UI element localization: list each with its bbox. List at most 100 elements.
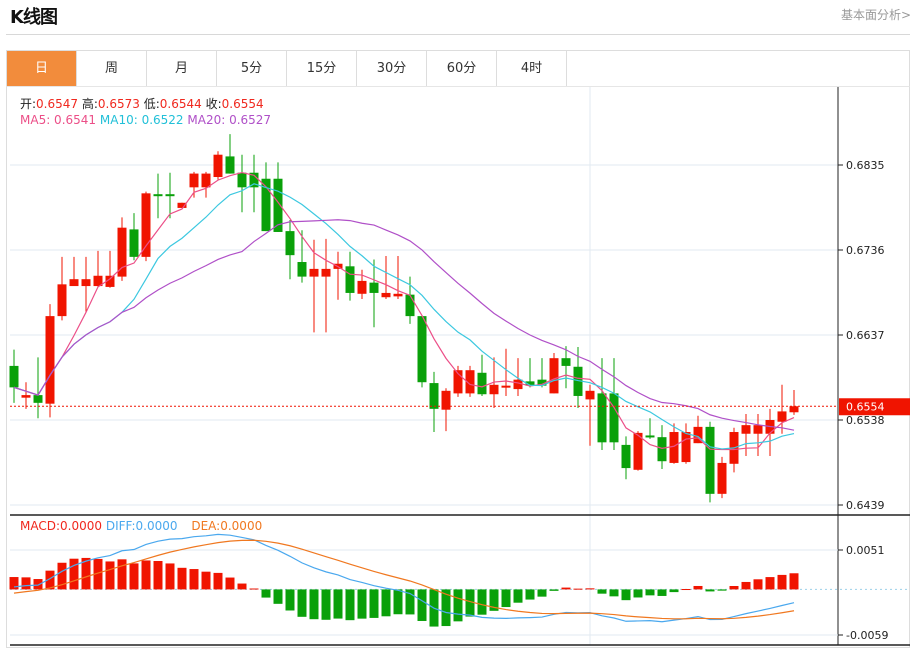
macd-bar xyxy=(501,589,511,608)
page-title: K线图 xyxy=(10,7,58,28)
tab-15min[interactable]: 15分 xyxy=(287,51,357,87)
macd-legend: MACD:0.0000 DIFF:0.0000 DEA:0.0000 xyxy=(20,519,262,533)
macd-bar xyxy=(261,589,271,598)
candle-up xyxy=(777,411,787,422)
macd-bar xyxy=(309,589,319,620)
macd-bar xyxy=(225,577,235,590)
macd-bar xyxy=(477,589,487,615)
macd-bar xyxy=(741,581,751,590)
macd-bar xyxy=(381,589,391,617)
macd-bar xyxy=(657,589,667,596)
macd-bar xyxy=(9,577,19,590)
candle-up xyxy=(381,292,391,298)
candle-up xyxy=(693,426,703,444)
macd-bar xyxy=(405,589,415,615)
macd-bar xyxy=(705,589,715,592)
candle-down xyxy=(597,393,607,443)
macd-bar xyxy=(729,585,739,590)
candle-down xyxy=(609,393,619,443)
macd-bar xyxy=(393,589,403,615)
candle-down xyxy=(369,282,379,293)
diff-value: DIFF:0.0000 xyxy=(105,519,178,533)
macd-bar xyxy=(561,587,571,590)
macd-bar xyxy=(453,589,463,622)
macd-bar xyxy=(369,589,379,618)
low-value: 0.6544 xyxy=(159,97,202,111)
candle-up xyxy=(105,275,115,287)
macd-bar xyxy=(345,589,355,621)
close-label: 收: xyxy=(205,97,222,111)
candle-up xyxy=(741,425,751,434)
candle-down xyxy=(165,194,175,197)
macd-bar xyxy=(237,583,247,590)
ma5-value: MA5: 0.6541 xyxy=(20,113,97,127)
candle-up xyxy=(93,275,103,287)
macd-bar xyxy=(669,589,679,593)
candle-down xyxy=(405,294,415,317)
candle-down xyxy=(573,366,583,396)
candle-down xyxy=(153,194,163,197)
y-tick-label: 0.6439 xyxy=(846,499,885,512)
open-label: 开: xyxy=(20,97,37,111)
macd-bar xyxy=(81,557,91,590)
candle-up xyxy=(21,395,31,398)
tab-4hour[interactable]: 4时 xyxy=(497,51,567,87)
tab-5min[interactable]: 5分 xyxy=(217,51,287,87)
macd-y-tick-label: 0.0051 xyxy=(846,544,885,557)
macd-bar xyxy=(513,589,523,603)
candle-up xyxy=(309,268,319,277)
tab-60min[interactable]: 60分 xyxy=(427,51,497,87)
open-value: 0.6547 xyxy=(36,97,79,111)
candle-up xyxy=(585,390,595,400)
candle-up xyxy=(321,268,331,277)
candle-up xyxy=(69,279,79,287)
candle-up xyxy=(441,390,451,410)
high-value: 0.6573 xyxy=(97,97,140,111)
macd-bar xyxy=(177,567,187,590)
macd-bar xyxy=(789,573,799,590)
candle-up xyxy=(177,202,187,208)
macd-bar xyxy=(105,561,115,590)
current-price-label: 0.6554 xyxy=(846,400,885,413)
candle-down xyxy=(477,372,487,395)
candle-up xyxy=(513,379,523,390)
tab-week[interactable]: 周 xyxy=(77,51,147,87)
dea-line xyxy=(13,539,795,620)
tab-30min[interactable]: 30分 xyxy=(357,51,427,87)
y-tick-label: 0.6637 xyxy=(846,329,885,342)
candle-down xyxy=(417,316,427,383)
candle-down xyxy=(525,381,535,386)
macd-bar xyxy=(717,589,727,591)
macd-y-tick-label: -0.0059 xyxy=(846,629,888,642)
macd-bar xyxy=(141,560,151,590)
candle-up xyxy=(45,316,55,404)
candle-down xyxy=(9,365,19,388)
macd-bar xyxy=(441,589,451,627)
period-tabs: 日 周 月 5分 15分 30分 60分 4时 xyxy=(6,50,910,87)
macd-bar xyxy=(69,558,79,590)
macd-bar xyxy=(321,589,331,620)
candle-up xyxy=(753,425,763,434)
candle-up xyxy=(489,384,499,395)
candle-up xyxy=(549,358,559,394)
macd-bar xyxy=(753,579,763,590)
macd-bar xyxy=(21,577,31,590)
candle-up xyxy=(201,173,211,188)
candle-down xyxy=(537,379,547,386)
y-tick-label: 0.6538 xyxy=(846,414,885,427)
candle-up xyxy=(717,462,727,494)
candle-up xyxy=(453,370,463,394)
macd-bar xyxy=(573,588,583,590)
candle-down xyxy=(129,229,139,257)
macd-bar xyxy=(165,563,175,590)
macd-bar xyxy=(633,589,643,598)
tab-month[interactable]: 月 xyxy=(147,51,217,87)
macd-bar xyxy=(645,589,655,596)
fundamental-analysis-link[interactable]: 基本面分析> xyxy=(840,8,911,22)
tab-day[interactable]: 日 xyxy=(7,51,77,87)
macd-bar xyxy=(357,589,367,619)
candle-down xyxy=(285,231,295,256)
macd-bar xyxy=(273,589,283,604)
candle-up xyxy=(681,432,691,463)
